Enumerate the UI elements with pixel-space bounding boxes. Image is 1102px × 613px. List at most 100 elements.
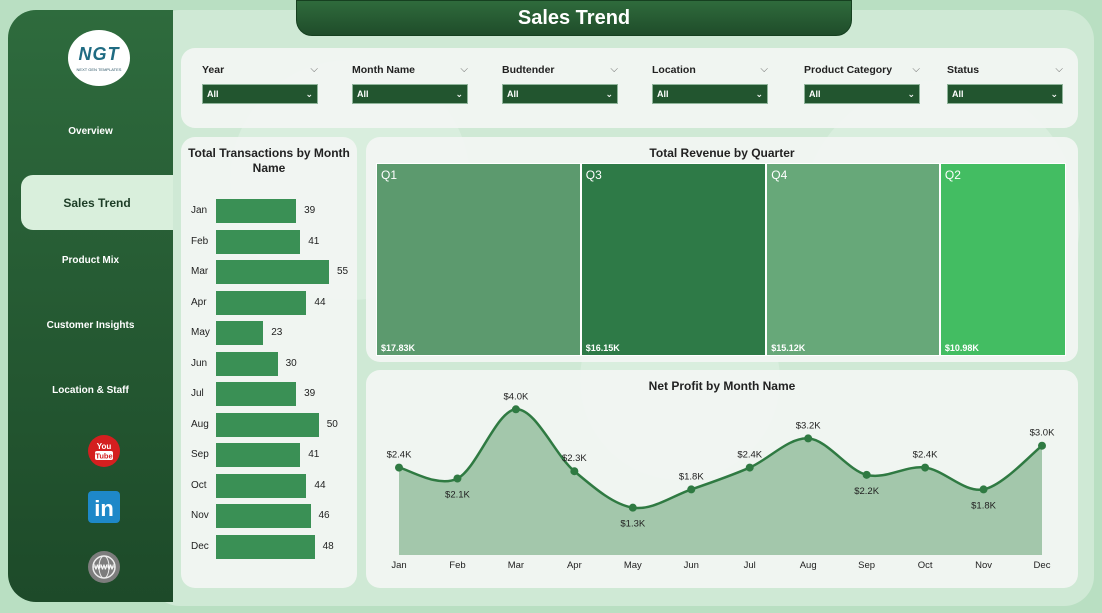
youtube-icon[interactable]: You Tube (87, 434, 121, 468)
svg-text:WWW: WWW (94, 565, 114, 572)
filter-product-category-header: Product Category ⌵ (804, 64, 920, 76)
x-axis-tick-label: Sep (858, 560, 875, 571)
bar-nov[interactable] (216, 504, 311, 528)
bar-aug[interactable] (216, 412, 319, 437)
x-axis-tick-label: Apr (567, 560, 582, 571)
filter-location-header: Location ⌵ (652, 64, 768, 76)
bar-feb[interactable] (216, 229, 301, 254)
x-axis-tick-label: Mar (508, 560, 524, 571)
globe-icon[interactable]: WWW (87, 550, 121, 584)
bar-row-aug: Aug 50 (181, 412, 357, 437)
revenue-chart-card: Total Revenue by Quarter Q1 $17.83K Q3 $16.… (366, 137, 1078, 362)
nav-sales-trend-label: Sales Trend (63, 195, 131, 210)
bar-category-label: Sep (191, 449, 209, 460)
filter-budtender: Budtender ⌵ All ⌄ (502, 64, 618, 104)
bar-jan[interactable] (216, 199, 297, 223)
chevron-down-icon[interactable]: ⌵ (1055, 64, 1063, 75)
location-dropdown[interactable]: All ⌄ (652, 84, 768, 104)
filter-month-name: Month Name ⌵ All ⌄ (352, 64, 468, 104)
filter-year: Year ⌵ All ⌄ (202, 64, 318, 104)
filter-location-label: Location (652, 64, 696, 76)
bar-row-sep: Sep 41 (181, 443, 357, 467)
filter-status: Status ⌵ All ⌄ (947, 64, 1063, 104)
linkedin-icon[interactable]: in (87, 490, 121, 524)
year-dropdown[interactable]: All ⌄ (202, 84, 318, 104)
net-profit-point-mar[interactable] (511, 405, 520, 414)
treemap-cell-q1[interactable]: Q1 $17.83K (376, 163, 581, 356)
bar-apr[interactable] (216, 290, 307, 315)
month-dropdown[interactable]: All ⌄ (352, 84, 468, 104)
bar-value-label: 48 (322, 540, 334, 552)
product-category-dropdown[interactable]: All ⌄ (804, 84, 920, 104)
filter-year-header: Year ⌵ (202, 64, 318, 76)
x-axis-tick-label: Jan (391, 560, 406, 571)
bar-row-jun: Jun 30 (181, 351, 357, 376)
net-profit-point-jan[interactable] (395, 463, 403, 472)
net-profit-point-may[interactable] (628, 503, 637, 512)
treemap-cell-q4[interactable]: Q4 $15.12K (766, 163, 940, 356)
filter-budtender-label: Budtender (502, 64, 555, 76)
bar-may[interactable] (216, 321, 264, 345)
net-profit-point-dec[interactable] (1038, 441, 1046, 450)
chevron-down-icon[interactable]: ⌵ (912, 64, 920, 75)
x-axis-tick-label: May (624, 560, 642, 571)
page-title: Sales Trend (296, 0, 852, 36)
chevron-down-icon[interactable]: ⌵ (310, 64, 318, 75)
svg-text:Tube: Tube (95, 452, 112, 461)
chevron-down-icon[interactable]: ⌵ (610, 64, 618, 75)
budtender-dropdown-value: All (507, 89, 519, 99)
status-dropdown[interactable]: All ⌄ (947, 84, 1063, 104)
chevron-down-icon[interactable]: ⌵ (760, 64, 768, 75)
net-profit-data-label: $1.3K (620, 519, 645, 530)
net-profit-data-label: $2.4K (387, 450, 412, 461)
net-profit-point-sep[interactable] (862, 470, 871, 479)
bar-category-label: May (191, 327, 210, 338)
bar-value-label: 39 (304, 205, 316, 216)
chevron-down-icon: ⌄ (455, 88, 463, 99)
chevron-down-icon: ⌄ (907, 88, 915, 99)
chevron-down-icon: ⌄ (755, 88, 763, 99)
bar-category-label: Dec (191, 540, 209, 552)
net-profit-data-label: $3.2K (796, 420, 821, 431)
bar-oct[interactable] (216, 473, 307, 498)
net-profit-area-chart: $2.4K Jan $2.1K Feb $4.0K Mar $2.3K Apr $1.3K May… (387, 391, 1055, 571)
bar-category-label: Aug (191, 418, 209, 430)
bar-mar[interactable] (216, 260, 329, 284)
transactions-chart-card: Total Transactions by Month Name Jan 39 Fe… (181, 137, 357, 588)
treemap-cell-q3[interactable]: Q3 $16.15K (580, 163, 767, 356)
bar-category-label: Jan (191, 205, 208, 216)
company-logo: NGT NEXT GEN TEMPLATES (68, 30, 130, 86)
treemap-quarter-label: Q3 (585, 168, 602, 182)
net-profit-point-nov[interactable] (979, 485, 988, 494)
chevron-down-icon[interactable]: ⌵ (460, 64, 468, 75)
budtender-dropdown[interactable]: All ⌄ (502, 84, 618, 104)
bar-jun[interactable] (216, 351, 278, 376)
net-profit-point-feb[interactable] (453, 474, 462, 483)
net-profit-point-oct[interactable] (921, 463, 930, 472)
net-profit-point-aug[interactable] (804, 434, 813, 443)
net-profit-point-jun[interactable] (687, 485, 696, 494)
treemap-quarter-label: Q2 (944, 168, 961, 182)
net-profit-point-jul[interactable] (745, 463, 754, 472)
x-axis-tick-label: Nov (975, 560, 992, 571)
nav-overview[interactable]: Overview (68, 126, 113, 137)
net-profit-area-fill (399, 409, 1042, 555)
nav-customer-insights[interactable]: Customer Insights (46, 320, 135, 331)
logo-text: NGT (78, 44, 120, 64)
bar-dec[interactable] (216, 534, 315, 559)
bar-jul[interactable] (216, 382, 297, 406)
bar-value-label: 55 (337, 266, 349, 277)
bar-row-mar: Mar 55 (181, 260, 357, 284)
filter-budtender-header: Budtender ⌵ (502, 64, 618, 76)
nav-product-mix[interactable]: Product Mix (61, 255, 120, 266)
net-profit-data-label: $2.4K (913, 450, 938, 461)
bar-value-label: 39 (304, 388, 316, 399)
nav-sales-trend[interactable]: Sales Trend (21, 175, 173, 230)
treemap-cell-q2[interactable]: Q2 $10.98K (939, 163, 1066, 356)
bar-row-feb: Feb 41 (181, 229, 357, 254)
filter-location: Location ⌵ All ⌄ (652, 64, 768, 104)
nav-location-staff[interactable]: Location & Staff (52, 385, 129, 396)
bar-sep[interactable] (216, 443, 301, 467)
net-profit-point-apr[interactable] (570, 467, 579, 476)
chevron-down-icon: ⌄ (305, 88, 313, 99)
